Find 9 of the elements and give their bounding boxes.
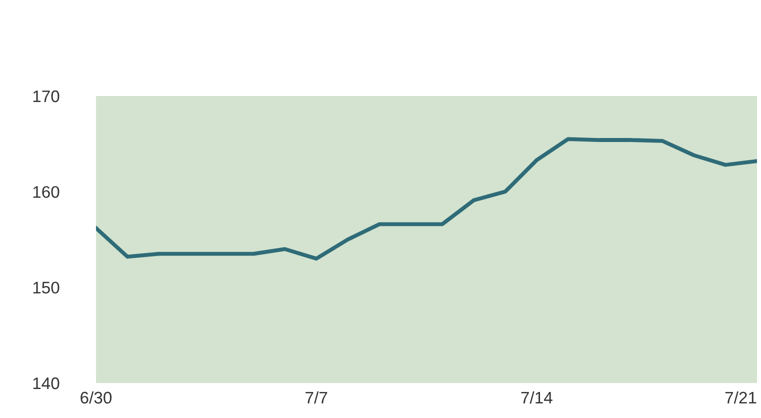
x-tick-label: 7/21 <box>725 391 756 404</box>
y-tick-label: 160 <box>33 186 60 198</box>
line-series <box>96 137 757 261</box>
y-tick-label: 140 <box>33 377 60 390</box>
x-tick-label: 6/30 <box>80 391 112 404</box>
x-tick-label: 7/7 <box>306 391 328 404</box>
x-tick-label: 7/14 <box>521 391 552 404</box>
y-tick-label: 170 <box>33 90 60 102</box>
y-tick-label: 150 <box>33 282 60 294</box>
